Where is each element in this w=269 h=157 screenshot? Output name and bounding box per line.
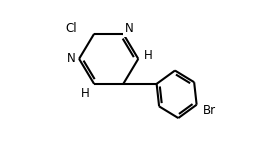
Text: H: H [80, 87, 89, 100]
Text: Cl: Cl [66, 22, 77, 35]
Text: H: H [144, 49, 153, 62]
Text: Br: Br [203, 104, 216, 117]
Text: N: N [125, 22, 133, 35]
Text: N: N [67, 52, 76, 65]
